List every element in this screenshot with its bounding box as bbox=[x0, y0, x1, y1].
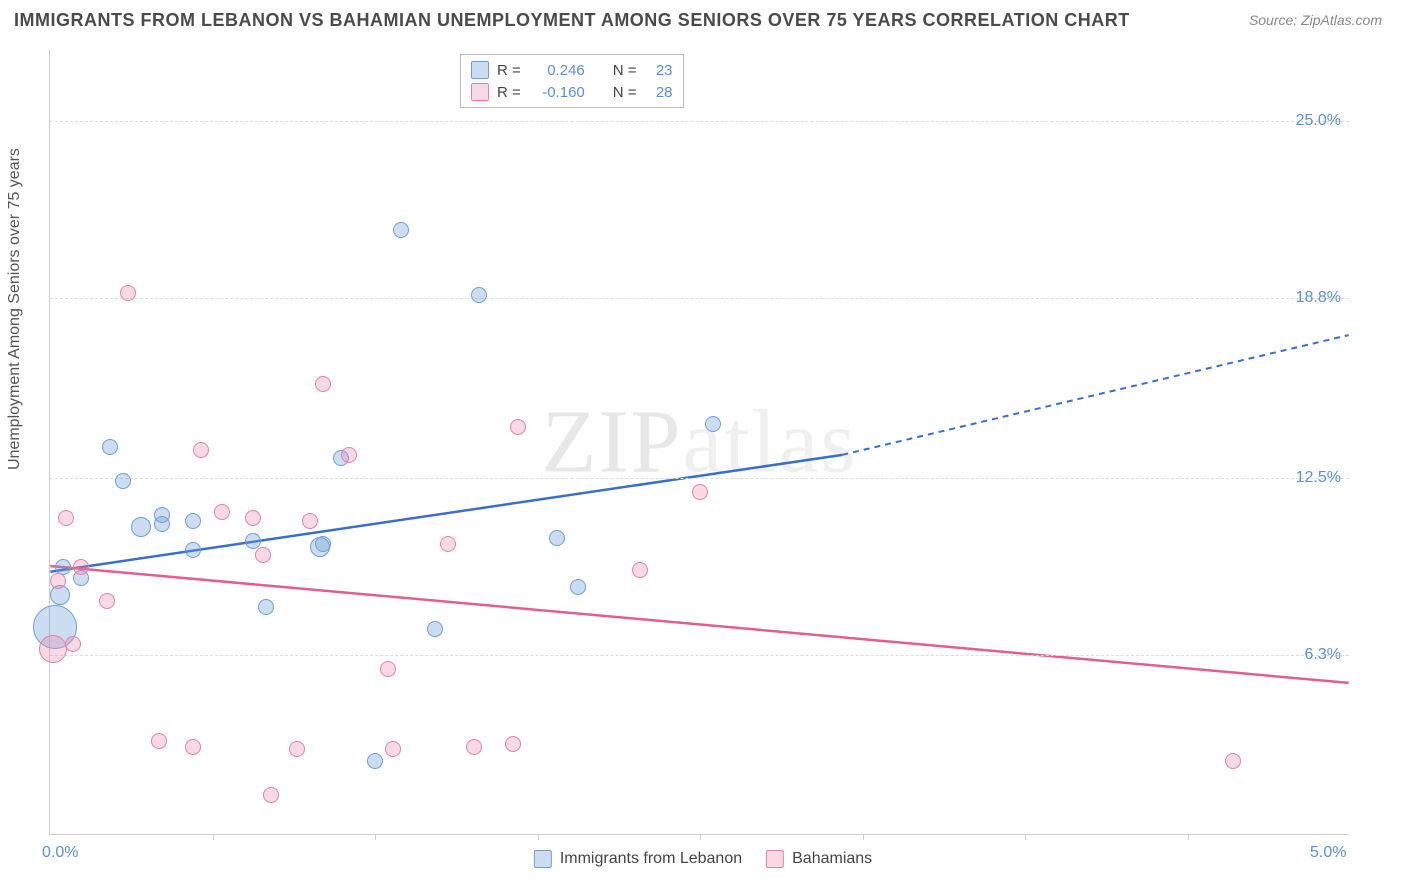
y-tick-label: 25.0% bbox=[1296, 112, 1341, 130]
scatter-point bbox=[214, 504, 230, 520]
y-tick-label: 12.5% bbox=[1296, 469, 1341, 487]
scatter-point bbox=[115, 473, 131, 489]
scatter-point bbox=[255, 547, 271, 563]
gridline bbox=[50, 121, 1349, 122]
scatter-point bbox=[245, 533, 261, 549]
scatter-point bbox=[154, 507, 170, 523]
scatter-point bbox=[466, 739, 482, 755]
legend-stat-row: R = 0.246 N = 23 bbox=[471, 59, 673, 81]
scatter-point bbox=[131, 517, 151, 537]
r-label: R = bbox=[497, 62, 521, 79]
scatter-point bbox=[510, 419, 526, 435]
y-tick-label: 18.8% bbox=[1296, 289, 1341, 307]
n-label: N = bbox=[613, 62, 637, 79]
scatter-point bbox=[102, 439, 118, 455]
x-tick-mark bbox=[700, 834, 701, 840]
legend-swatch bbox=[534, 850, 552, 868]
scatter-point bbox=[315, 536, 331, 552]
gridline bbox=[50, 298, 1349, 299]
x-tick-label: 0.0% bbox=[42, 844, 78, 862]
x-tick-mark bbox=[1025, 834, 1026, 840]
scatter-point bbox=[549, 530, 565, 546]
watermark-bold: ZIP bbox=[542, 393, 683, 492]
legend-stat-row: R = -0.160 N = 28 bbox=[471, 81, 673, 103]
scatter-point bbox=[315, 376, 331, 392]
scatter-point bbox=[185, 542, 201, 558]
scatter-point bbox=[393, 222, 409, 238]
scatter-point bbox=[385, 741, 401, 757]
x-tick-label: 5.0% bbox=[1310, 844, 1346, 862]
scatter-point bbox=[185, 739, 201, 755]
scatter-point bbox=[120, 285, 136, 301]
legend-series-label: Immigrants from Lebanon bbox=[560, 850, 742, 868]
source-attribution: Source: ZipAtlas.com bbox=[1249, 12, 1382, 28]
scatter-point bbox=[367, 753, 383, 769]
n-value: 28 bbox=[645, 84, 673, 101]
chart-title: IMMIGRANTS FROM LEBANON VS BAHAMIAN UNEM… bbox=[14, 10, 1130, 31]
scatter-point bbox=[471, 287, 487, 303]
gridline bbox=[50, 478, 1349, 479]
legend-series: Immigrants from Lebanon Bahamians bbox=[534, 850, 872, 868]
scatter-point bbox=[39, 635, 67, 663]
x-tick-mark bbox=[538, 834, 539, 840]
scatter-point bbox=[245, 510, 261, 526]
scatter-point bbox=[427, 621, 443, 637]
scatter-point bbox=[73, 559, 89, 575]
scatter-point bbox=[151, 733, 167, 749]
watermark-thin: atlas bbox=[683, 393, 858, 492]
x-tick-mark bbox=[375, 834, 376, 840]
scatter-point bbox=[65, 636, 81, 652]
scatter-point bbox=[99, 593, 115, 609]
r-value: -0.160 bbox=[529, 84, 585, 101]
chart-plot-area: ZIPatlas 6.3%12.5%18.8%25.0%0.0%5.0% bbox=[49, 50, 1349, 835]
x-tick-mark bbox=[863, 834, 864, 840]
scatter-point bbox=[380, 661, 396, 677]
legend-series-label: Bahamians bbox=[792, 850, 872, 868]
scatter-point bbox=[632, 562, 648, 578]
scatter-point bbox=[58, 510, 74, 526]
scatter-point bbox=[341, 447, 357, 463]
scatter-point bbox=[505, 736, 521, 752]
r-value: 0.246 bbox=[529, 62, 585, 79]
scatter-point bbox=[570, 579, 586, 595]
scatter-point bbox=[258, 599, 274, 615]
scatter-point bbox=[440, 536, 456, 552]
legend-stats-box: R = 0.246 N = 23 R = -0.160 N = 28 bbox=[460, 54, 684, 108]
scatter-point bbox=[193, 442, 209, 458]
scatter-point bbox=[692, 484, 708, 500]
r-label: R = bbox=[497, 84, 521, 101]
n-value: 23 bbox=[645, 62, 673, 79]
gridline bbox=[50, 655, 1349, 656]
legend-swatch bbox=[471, 61, 489, 79]
scatter-point bbox=[50, 573, 66, 589]
n-label: N = bbox=[613, 84, 637, 101]
legend-series-item: Immigrants from Lebanon bbox=[534, 850, 742, 868]
legend-swatch bbox=[471, 83, 489, 101]
scatter-point bbox=[302, 513, 318, 529]
scatter-point bbox=[1225, 753, 1241, 769]
scatter-point bbox=[289, 741, 305, 757]
scatter-point bbox=[185, 513, 201, 529]
y-axis-label: Unemployment Among Seniors over 75 years bbox=[6, 148, 24, 470]
legend-series-item: Bahamians bbox=[766, 850, 872, 868]
x-tick-mark bbox=[213, 834, 214, 840]
x-tick-mark bbox=[1188, 834, 1189, 840]
y-tick-label: 6.3% bbox=[1305, 646, 1341, 664]
legend-swatch bbox=[766, 850, 784, 868]
scatter-point bbox=[263, 787, 279, 803]
trendlines-svg bbox=[50, 50, 1349, 834]
scatter-point bbox=[705, 416, 721, 432]
